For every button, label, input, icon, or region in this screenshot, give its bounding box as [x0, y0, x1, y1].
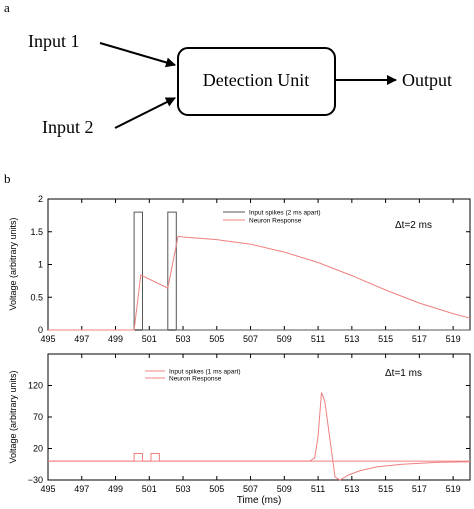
top-xtick-label: 513	[344, 334, 359, 344]
bottom-xtick-label: 495	[40, 484, 55, 494]
bottom-xtick-label: 511	[311, 484, 325, 494]
top-xtick-label: 509	[277, 334, 292, 344]
chart-top-legend: Input spikes (2 ms apart) Neuron Respons…	[223, 210, 321, 225]
chart-bottom-ylabel: Voltage (arbitrary units)	[8, 370, 18, 463]
top-ytick-label: 2	[38, 194, 43, 204]
chart-bottom-annotation: Δt=1 ms	[385, 368, 422, 379]
chart-top: Voltage (arbitrary units) Δt=2 ms Input …	[8, 194, 471, 344]
chart-top-annotation: Δt=2 ms	[395, 220, 432, 231]
top-ytick-label: 1.5	[30, 227, 43, 237]
bottom-xtick-label: 503	[176, 484, 191, 494]
bottom-xtick-label: 509	[277, 484, 292, 494]
top-xtick-label: 519	[446, 334, 461, 344]
top-xtick-label: 505	[209, 334, 224, 344]
top-ytick-label: 0.5	[30, 292, 43, 302]
bottom-ytick-label: 120	[28, 381, 43, 391]
input1-label: Input 1	[28, 31, 80, 51]
legend-top-response: Neuron Response	[249, 218, 302, 225]
bottom-xtick-label: 499	[108, 484, 123, 494]
panel-b-label: b	[4, 171, 11, 186]
input2-arrow	[114, 97, 176, 129]
bottom-xtick-label: 513	[344, 484, 359, 494]
top-xtick-label: 495	[40, 334, 55, 344]
bottom-xtick-label: 515	[378, 484, 393, 494]
chart-top-ylabel: Voltage (arbitrary units)	[8, 217, 18, 310]
top-ytick-label: 1	[38, 260, 43, 270]
top-ytick-label: 0	[38, 325, 43, 335]
top-xtick-label: 515	[378, 334, 393, 344]
detection-unit-box	[177, 47, 336, 116]
top-xtick-label: 517	[412, 334, 427, 344]
bottom-ytick-label: 20	[33, 444, 43, 454]
legend-top-spikes: Input spikes (2 ms apart)	[249, 210, 321, 217]
top-xtick-label: 511	[311, 334, 325, 344]
legend-bottom-spikes: Input spikes (1 ms apart)	[169, 369, 241, 376]
bottom-xtick-label: 517	[412, 484, 427, 494]
top-xtick-label: 507	[243, 334, 258, 344]
bottom-xtick-label: 505	[209, 484, 224, 494]
chart-bottom-xlabel: Time (ms)	[237, 495, 282, 506]
chart-bottom: Voltage (arbitrary units) Time (ms) Δt=1…	[8, 353, 471, 506]
top-series-input-spikes	[48, 211, 470, 331]
output-label: Output	[402, 70, 452, 90]
top-xtick-label: 501	[142, 334, 157, 344]
top-xtick-label: 503	[176, 334, 191, 344]
bottom-xtick-label: 519	[446, 484, 461, 494]
bottom-xtick-label: 497	[74, 484, 89, 494]
top-xtick-label: 499	[108, 334, 123, 344]
bottom-ytick-label: −30	[28, 475, 43, 485]
bottom-xtick-label: 507	[243, 484, 258, 494]
panel-a-label: a	[4, 0, 10, 15]
bottom-xtick-label: 501	[142, 484, 157, 494]
top-xtick-label: 497	[74, 334, 89, 344]
input2-label: Input 2	[42, 117, 94, 137]
input1-arrow	[99, 42, 176, 68]
top-series-neuron-response	[48, 235, 471, 331]
bottom-ytick-label: 70	[33, 412, 43, 422]
detection-unit-label: Detection Unit	[203, 70, 309, 90]
chart-bottom-legend: Input spikes (1 ms apart) Neuron Respons…	[145, 369, 241, 383]
legend-bottom-response: Neuron Response	[169, 376, 222, 383]
bottom-series-neuron-response	[48, 392, 471, 481]
bottom-series-input-spikes	[48, 453, 470, 462]
